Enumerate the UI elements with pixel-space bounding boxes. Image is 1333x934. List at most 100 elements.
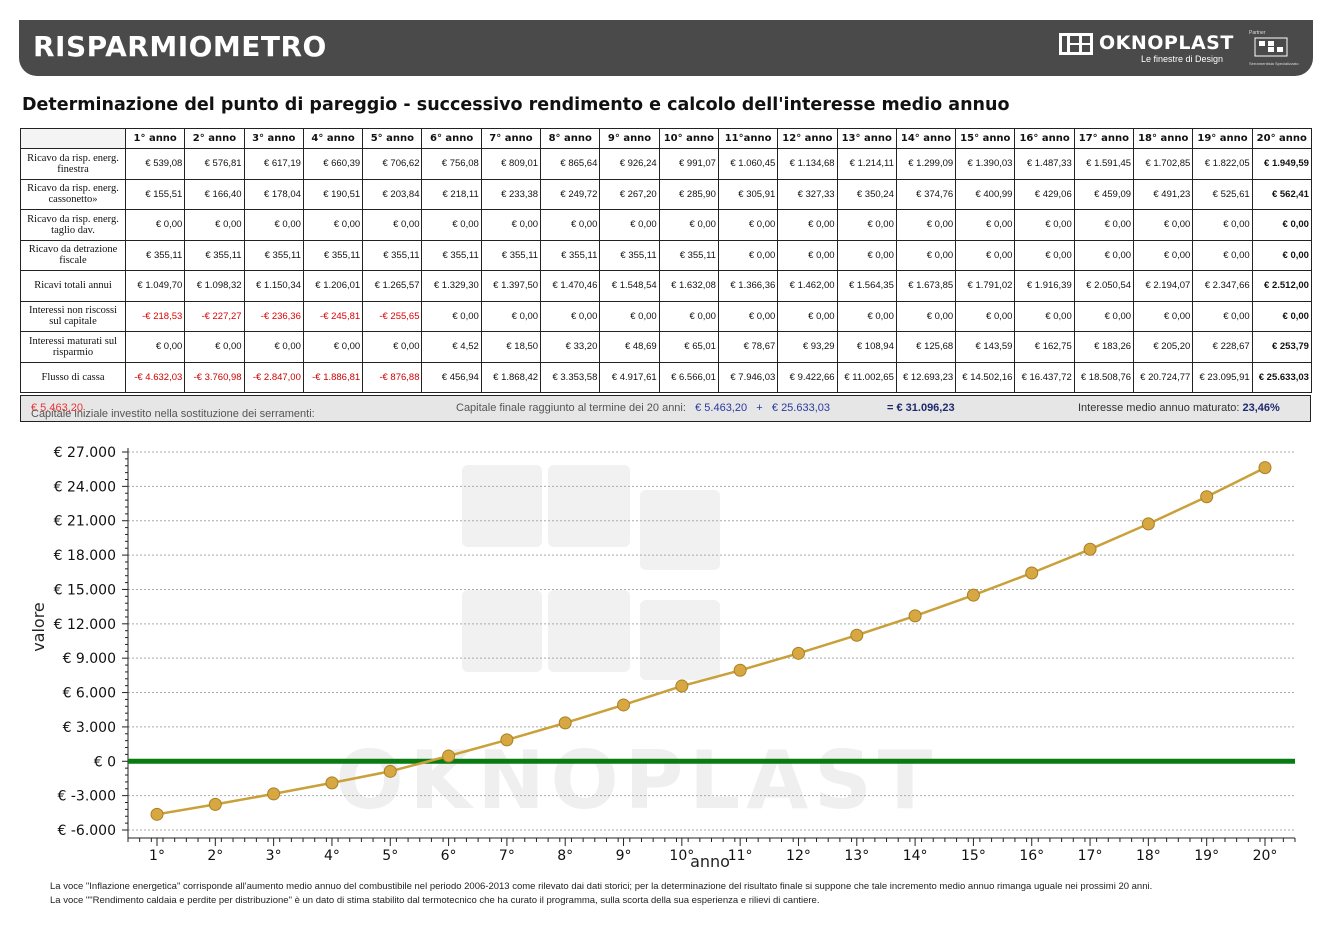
table-cell: -€ 2.847,00 [243, 361, 304, 393]
table-cell: € 0,00 [658, 300, 719, 332]
table-cell: € 1.397,50 [480, 270, 542, 302]
table-cell: € 0,00 [836, 209, 897, 241]
table-cell: € 1.206,01 [302, 270, 364, 302]
interest-label: Interesse medio annuo maturato: [1078, 402, 1240, 414]
table-cell: € 155,51 [124, 178, 186, 210]
column-header: 7° anno [480, 128, 542, 149]
table-cell: € 0,00 [1014, 300, 1075, 332]
table-cell: € 162,75 [1014, 331, 1075, 363]
y-tick-label: € -3.000 [58, 789, 117, 805]
table-cell: € 183,26 [1073, 331, 1135, 363]
x-tick-label: 3° [266, 848, 282, 864]
row-label: Flusso di cassa [20, 361, 126, 393]
table-cell: € 350,24 [836, 178, 897, 210]
data-point [383, 764, 397, 778]
table-cell: € 355,11 [302, 239, 364, 271]
table-cell: € 93,29 [777, 331, 838, 363]
table-cell: € 0,00 [1192, 300, 1253, 332]
table-cell: € 1.822,05 [1192, 148, 1253, 180]
table-cell: -€ 227,27 [184, 300, 245, 332]
table-cell: -€ 1.886,81 [302, 361, 364, 393]
plus-sign: + [756, 402, 763, 414]
table-cell: € 233,38 [480, 178, 542, 210]
table-cell: € 400,99 [955, 178, 1016, 210]
table-cell: € 0,00 [717, 239, 779, 271]
table-cell: € 6.566,01 [658, 361, 719, 393]
table-cell: -€ 876,88 [362, 361, 423, 393]
table-cell: € 0,00 [717, 300, 779, 332]
y-tick-label: € 27.000 [54, 445, 116, 461]
table-cell: € 0,00 [777, 209, 838, 241]
data-point [1141, 517, 1155, 531]
table-cell: € 25.633,03 [1251, 361, 1312, 393]
x-tick-label: 14° [903, 848, 928, 864]
table-cell: € 3.353,58 [540, 361, 601, 393]
table-cell: € 1.673,85 [895, 270, 957, 302]
table-cell: € 0,00 [1192, 239, 1253, 271]
table-cell: € 1.564,35 [836, 270, 897, 302]
table-cell: € 0,00 [836, 239, 897, 271]
table-cell: € 0,00 [184, 331, 245, 363]
app-title: RISPARMIOMETRO [33, 30, 327, 63]
row-label: Ricavo da detrazione fiscale [20, 239, 126, 271]
table-cell: € 1.060,45 [717, 148, 779, 180]
table-cell: -€ 255,65 [362, 300, 423, 332]
column-header: 19° anno [1192, 128, 1253, 149]
table-cell: -€ 218,53 [124, 300, 186, 332]
table-cell: € 14.502,16 [955, 361, 1016, 393]
table-cell: € 355,11 [480, 239, 542, 271]
table-cell: € 1.098,32 [184, 270, 245, 302]
table-cell: € 18,50 [480, 331, 542, 363]
chart-grid [128, 451, 1295, 831]
table-cell: € 9.422,66 [777, 361, 838, 393]
row-label: Interessi maturati sul risparmio [20, 331, 126, 363]
y-tick-label: € 0 [94, 754, 116, 770]
table-cell: € 125,68 [895, 331, 957, 363]
table-cell: € 0,00 [895, 209, 957, 241]
table-cell: € 11.002,65 [836, 361, 897, 393]
data-point [1083, 542, 1097, 556]
table-cell: -€ 236,36 [243, 300, 304, 332]
data-point [208, 797, 222, 811]
data-point [966, 588, 980, 602]
final-label: Capitale finale raggiunto al termine dei… [456, 402, 686, 414]
table-cell: € 865,64 [540, 148, 601, 180]
table-cell: € 327,33 [777, 178, 838, 210]
y-tick-label: € 6.000 [63, 686, 116, 702]
data-point [267, 787, 281, 801]
table-cell: € 355,11 [658, 239, 719, 271]
watermark-text: OKNOPLAST [336, 734, 939, 827]
table-cell: € 562,41 [1251, 178, 1312, 210]
table-cell: € 253,79 [1251, 331, 1312, 363]
table-cell: € 1.632,08 [658, 270, 719, 302]
table-cell: -€ 4.632,03 [124, 361, 186, 393]
capital-initial: Capitale iniziale investito nella sostit… [31, 402, 315, 420]
table-cell: € 1.868,42 [480, 361, 542, 393]
table-cell: € 0,00 [717, 209, 779, 241]
column-header: 4° anno [302, 128, 364, 149]
table-cell: € 0,00 [955, 300, 1016, 332]
watermark-block [640, 490, 720, 570]
table-cell: € 108,94 [836, 331, 897, 363]
x-tick-label: 4° [324, 848, 340, 864]
y-axis: € 27.000 € 24.000 € 21.000 € 18.000 € 15.000… [54, 445, 129, 839]
data-point [1025, 566, 1039, 580]
column-header: 17° anno [1073, 128, 1135, 149]
table-cell: € 178,04 [243, 178, 304, 210]
table-cell: € 267,20 [599, 178, 660, 210]
table-cell: € 355,11 [184, 239, 245, 271]
x-tick-label: 13° [844, 848, 869, 864]
watermark-block [640, 600, 720, 680]
table-cell: € 1.916,39 [1014, 270, 1075, 302]
table-row: Ricavo da risp. energ. taglio dav. € 0,00… [20, 209, 1312, 241]
table-cell: € 2.347,66 [1192, 270, 1253, 302]
table-cell: € 0,00 [1251, 209, 1312, 241]
capital-label: Capitale iniziale investito nella sostit… [31, 408, 315, 420]
table-cell: € 205,20 [1133, 331, 1194, 363]
row-label: Interessi non riscossi sul capitale [20, 300, 126, 332]
y-tick-label: € 18.000 [54, 548, 116, 564]
table-cell: € 1.470,46 [540, 270, 601, 302]
cash-flow-line [156, 466, 1266, 816]
table-cell: € 525,61 [1192, 178, 1253, 210]
table-cell: € 355,11 [243, 239, 304, 271]
